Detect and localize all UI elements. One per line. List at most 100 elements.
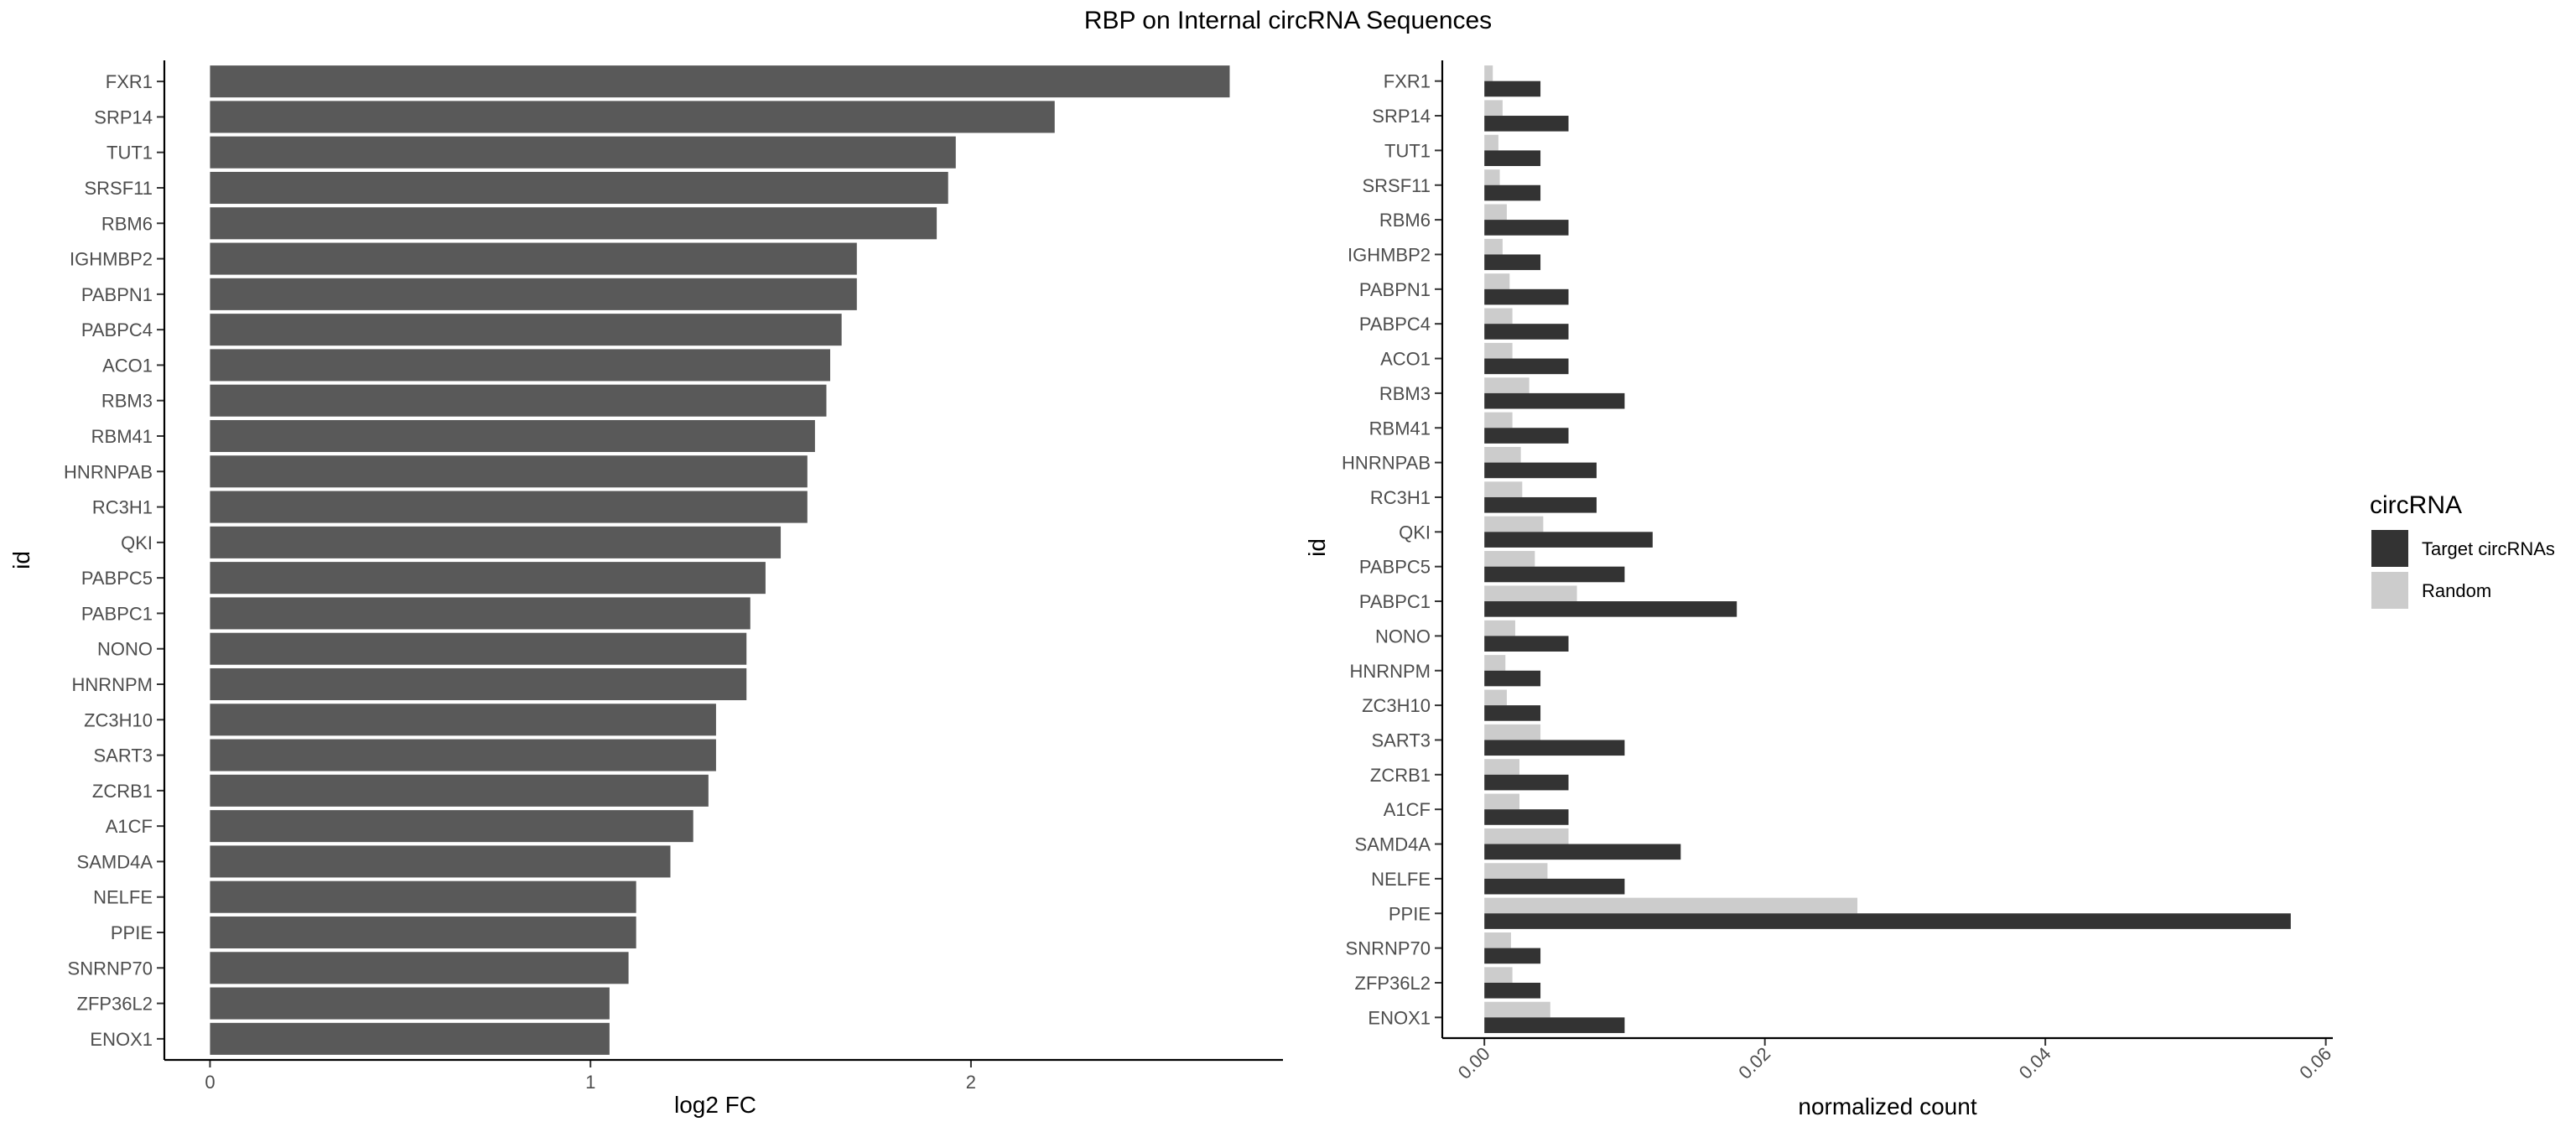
right-y-axis-title: id [1304, 538, 1330, 557]
bar-hnrnpab [210, 455, 808, 488]
bar-random-tut1 [1484, 134, 1498, 151]
bar-target-rbm6 [1484, 220, 1569, 236]
bar-target-nelfe [1484, 878, 1625, 895]
right-y-tick-label: ENOX1 [1368, 1007, 1431, 1028]
bar-nelfe [210, 880, 636, 913]
bar-random-zfp36l2 [1484, 967, 1513, 983]
bar-target-fxr1 [1484, 80, 1541, 97]
bar-random-enox1 [1484, 1001, 1550, 1018]
bar-target-zcrb1 [1484, 774, 1569, 791]
bar-random-ighmbp2 [1484, 238, 1503, 255]
bar-random-aco1 [1484, 342, 1513, 359]
bar-random-nono [1484, 620, 1515, 636]
bar-target-hnrnpm [1484, 670, 1541, 687]
left-y-tick-label: PABPN1 [81, 284, 153, 305]
bar-random-fxr1 [1484, 65, 1493, 81]
bar-target-ighmbp2 [1484, 254, 1541, 271]
bar-target-srp14 [1484, 116, 1569, 132]
left-y-tick-label: SRP14 [94, 106, 153, 127]
left-y-tick-label: FXR1 [106, 71, 153, 92]
bar-target-pabpc1 [1484, 601, 1737, 617]
right-y-tick-label: PABPN1 [1359, 279, 1431, 300]
bar-random-rbm41 [1484, 412, 1513, 428]
right-y-tick-label: TUT1 [1384, 140, 1431, 161]
bar-srsf11 [210, 171, 948, 205]
right-y-tick-label: RBM41 [1369, 418, 1431, 439]
bar-zcrb1 [210, 774, 709, 807]
left-y-tick-label: NONO [97, 639, 153, 660]
bar-target-pabpc5 [1484, 566, 1625, 583]
bar-nono [210, 632, 747, 665]
bar-random-rbm6 [1484, 204, 1507, 221]
bar-target-pabpn1 [1484, 288, 1569, 305]
bar-a1cf [210, 810, 693, 843]
left-y-axis-title: id [8, 551, 34, 569]
legend-label: Target circRNAs [2422, 538, 2555, 559]
right-y-tick-label: ZCRB1 [1370, 765, 1431, 786]
bar-snrnp70 [210, 952, 629, 984]
right-y-tick-label: PABPC4 [1359, 314, 1431, 335]
bar-tut1 [210, 136, 956, 169]
left-y-tick-label: ZC3H10 [84, 709, 153, 730]
bar-target-aco1 [1484, 358, 1569, 375]
right-y-tick-label: A1CF [1384, 799, 1431, 820]
left-y-tick-label: SART3 [93, 745, 153, 766]
right-x-ticks: 0.00 0.02 0.04 0.06 [1454, 1038, 2335, 1083]
left-y-tick-label: QKI [121, 532, 153, 553]
left-y-tick-label: SAMD4A [77, 851, 153, 872]
bar-random-srsf11 [1484, 169, 1500, 185]
left-x-tick-label: 2 [966, 1072, 976, 1093]
bar-rbm3 [210, 384, 827, 417]
bar-random-rbm3 [1484, 377, 1530, 393]
bar-ighmbp2 [210, 242, 857, 275]
right-y-tick-labels: FXR1 SRP14 TUT1 SRSF11 RBM6 IGHMBP2 PABPN1 PABP… [1342, 71, 1442, 1028]
bar-rbm41 [210, 419, 815, 453]
right-y-tick-label: SRP14 [1372, 106, 1431, 127]
bar-target-nono [1484, 636, 1569, 652]
bar-random-rc3h1 [1484, 481, 1523, 497]
bar-aco1 [210, 349, 831, 382]
bar-sart3 [210, 739, 716, 771]
bar-random-qki [1484, 516, 1544, 532]
right-y-tick-label: RBM3 [1379, 383, 1431, 404]
right-y-tick-label: SNRNP70 [1346, 938, 1431, 959]
left-y-tick-label: A1CF [106, 816, 153, 837]
right-y-tick-label: NONO [1375, 626, 1431, 647]
right-bars [1484, 65, 2291, 1033]
bar-target-srsf11 [1484, 184, 1541, 201]
bar-pabpc1 [210, 597, 750, 630]
left-y-tick-label: ZCRB1 [92, 781, 153, 802]
right-y-tick-label: ZC3H10 [1362, 695, 1431, 716]
bar-target-enox1 [1484, 1017, 1625, 1033]
bar-target-tut1 [1484, 150, 1541, 167]
left-y-tick-label: PABPC4 [81, 319, 153, 340]
bar-target-rbm41 [1484, 428, 1569, 444]
left-x-tick-label: 0 [205, 1072, 215, 1093]
right-y-tick-label: QKI [1399, 522, 1431, 543]
bar-rc3h1 [210, 491, 808, 523]
legend: circRNA Target circRNAs Random [2370, 491, 2555, 609]
right-y-tick-label: ACO1 [1380, 349, 1431, 370]
left-y-tick-label: TUT1 [106, 143, 153, 164]
bar-zc3h10 [210, 704, 716, 736]
right-x-tick-label: 0.00 [1454, 1043, 1494, 1083]
bar-random-snrnp70 [1484, 932, 1511, 948]
left-y-tick-label: HNRNPM [71, 674, 153, 695]
bar-pabpc5 [210, 562, 766, 595]
bar-ppie [210, 916, 636, 949]
bar-target-zc3h10 [1484, 705, 1541, 721]
bar-random-pabpn1 [1484, 273, 1510, 289]
bar-target-hnrnpab [1484, 462, 1597, 479]
bar-target-snrnp70 [1484, 948, 1541, 964]
right-x-tick-label: 0.04 [2015, 1043, 2055, 1083]
bar-random-nelfe [1484, 863, 1548, 879]
bar-target-sart3 [1484, 740, 1625, 756]
bar-target-qki [1484, 532, 1653, 548]
right-y-tick-label: RBM6 [1379, 210, 1431, 231]
left-panel: FXR1 SRP14 TUT1 SRSF11 RBM6 IGHMBP2 PABPN1 PABP… [8, 60, 1283, 1118]
bar-target-pabpc4 [1484, 324, 1569, 340]
bar-target-a1cf [1484, 809, 1569, 825]
legend-title: circRNA [2370, 491, 2462, 519]
bar-random-pabpc1 [1484, 585, 1577, 602]
